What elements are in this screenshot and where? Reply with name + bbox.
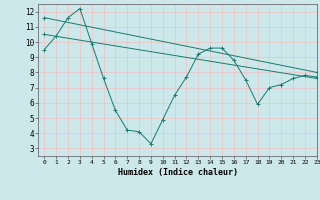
X-axis label: Humidex (Indice chaleur): Humidex (Indice chaleur) — [118, 168, 238, 177]
